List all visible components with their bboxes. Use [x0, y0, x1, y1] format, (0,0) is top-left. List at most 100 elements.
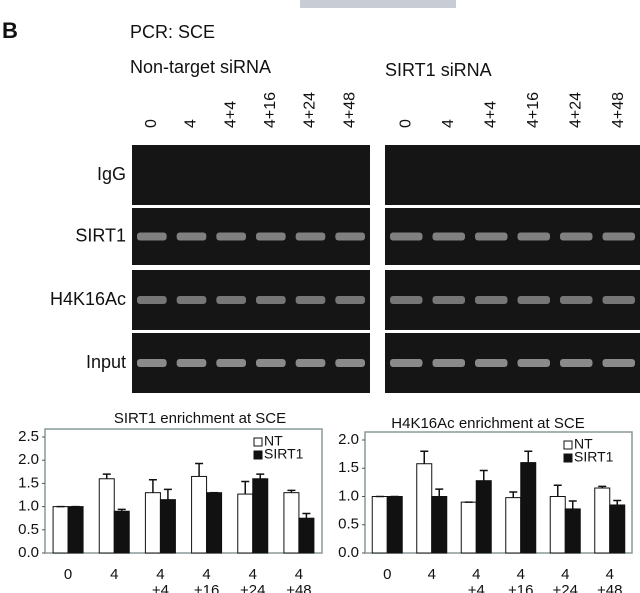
- error-bar: [598, 485, 607, 489]
- bar: [549, 496, 566, 554]
- gel-band: [137, 232, 167, 241]
- cropped-image-fragment: [300, 0, 456, 8]
- gel-band: [560, 296, 593, 304]
- legend-swatch: [253, 450, 263, 460]
- x-tick-label: 0: [383, 566, 391, 583]
- chart-title: H4K16Ac enrichment at SCE: [391, 415, 584, 432]
- lane-label: 4+48: [341, 92, 358, 128]
- error-bar: [435, 488, 444, 497]
- bar: [206, 492, 223, 554]
- x-tick-label: +48: [597, 582, 622, 593]
- error-bar: [420, 450, 429, 464]
- legend-label: SIRT1: [574, 449, 614, 465]
- bar: [609, 504, 626, 554]
- bar: [144, 492, 161, 554]
- panel-label: B: [2, 18, 18, 43]
- gel-band: [560, 232, 593, 241]
- bar: [505, 497, 522, 554]
- row-label: Input: [86, 352, 126, 372]
- bar: [191, 475, 208, 554]
- gel-band: [256, 232, 286, 241]
- gel-band: [602, 359, 635, 367]
- row-label: SIRT1: [75, 225, 126, 245]
- x-tick-label: 4: [606, 566, 614, 583]
- gel-band: [295, 232, 326, 241]
- y-tick-label: 0.5: [338, 516, 359, 533]
- gel-band: [475, 359, 508, 367]
- bar: [386, 496, 403, 554]
- bar: [460, 501, 477, 554]
- error-bar: [613, 499, 622, 505]
- gel-band: [432, 359, 465, 367]
- error-bar: [568, 500, 577, 509]
- legend-label: NT: [574, 436, 593, 452]
- bar: [564, 508, 581, 554]
- gel-title: Non-target siRNA: [130, 57, 271, 77]
- subtitle: PCR: SCE: [130, 22, 215, 42]
- x-tick-label: 4: [517, 566, 525, 583]
- error-bar: [509, 491, 518, 498]
- gel-band: [256, 359, 286, 367]
- gel-lane-image: [385, 208, 640, 265]
- bar: [431, 496, 448, 554]
- y-tick-label: 2.0: [338, 431, 359, 448]
- gel-band: [216, 296, 246, 304]
- gel-band: [176, 359, 207, 367]
- x-tick-label: +48: [286, 582, 311, 593]
- legend-swatch: [253, 437, 263, 447]
- x-tick-label: 4: [249, 566, 257, 583]
- lane-label: 4+24: [302, 92, 319, 128]
- gel-band: [517, 359, 550, 367]
- bar: [159, 499, 176, 554]
- gel-band: [295, 359, 326, 367]
- lane-label: 4+16: [525, 92, 542, 128]
- error-bar: [256, 473, 265, 479]
- x-tick-label: +24: [240, 582, 265, 593]
- gel-band: [390, 232, 423, 241]
- gel-band: [390, 296, 423, 304]
- gel-band: [560, 359, 593, 367]
- gel-band: [176, 296, 207, 304]
- lane-label: 4+48: [610, 92, 627, 128]
- error-bar: [195, 462, 204, 477]
- error-bar: [102, 473, 111, 479]
- gel-band: [176, 232, 207, 241]
- y-tick-label: 0.0: [338, 544, 359, 561]
- row-label: IgG: [97, 164, 126, 184]
- gel-lane-image: [132, 270, 370, 330]
- x-tick-label: 4: [428, 566, 436, 583]
- x-tick-label: +4: [468, 582, 485, 593]
- gel-band: [295, 296, 326, 304]
- y-tick-label: 0.0: [18, 544, 39, 561]
- bar: [113, 510, 130, 554]
- gel-band: [432, 296, 465, 304]
- lane-label: 0: [143, 119, 160, 128]
- bar: [283, 492, 300, 554]
- x-tick-label: 4: [295, 566, 303, 583]
- plot-frame: [364, 431, 633, 554]
- gel-band: [390, 359, 423, 367]
- error-bar: [241, 480, 250, 495]
- gel-band: [432, 232, 465, 241]
- error-bar: [287, 489, 296, 493]
- error-bar: [148, 478, 157, 493]
- gel-lane-image: [385, 333, 640, 393]
- x-tick-label: +24: [553, 582, 578, 593]
- y-tick-label: 1.5: [338, 459, 359, 476]
- gel-band: [137, 296, 167, 304]
- error-bar: [163, 488, 172, 500]
- x-tick-label: +4: [152, 582, 169, 593]
- plot-frame: [44, 428, 323, 554]
- gel-lane-image: [385, 270, 640, 330]
- row-label: H4K16Ac: [50, 289, 126, 309]
- error-bar: [524, 450, 533, 463]
- bar: [520, 462, 537, 554]
- bar: [594, 487, 611, 554]
- y-tick-label: 2.0: [18, 451, 39, 468]
- legend-label: SIRT1: [264, 446, 304, 462]
- bar: [416, 463, 433, 554]
- gel-title: SIRT1 siRNA: [385, 60, 492, 80]
- gel-band: [216, 232, 246, 241]
- bar: [67, 506, 84, 554]
- bar: [52, 506, 69, 554]
